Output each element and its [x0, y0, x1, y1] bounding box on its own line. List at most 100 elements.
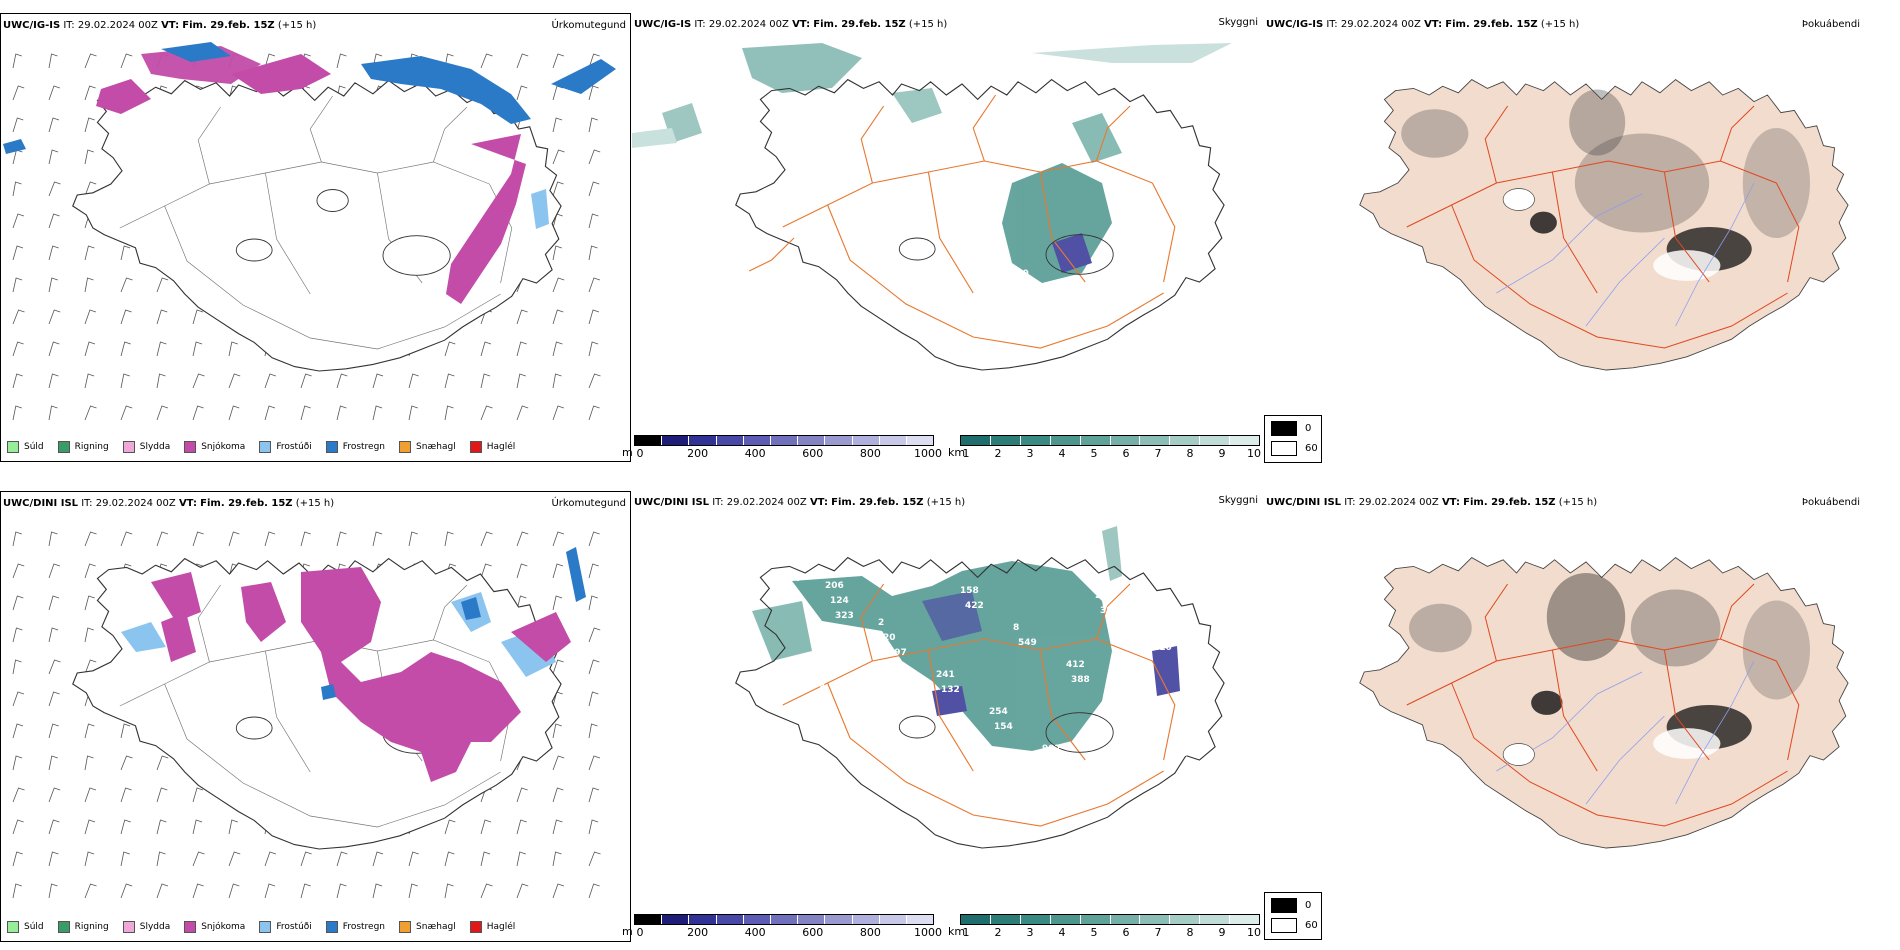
colorbar-swatch [1050, 436, 1081, 445]
wind-barb [516, 595, 527, 611]
wind-barb [156, 819, 167, 835]
wind-barb [588, 405, 600, 421]
colorbar-swatch [1110, 436, 1141, 445]
model-name: UWC/IG-IS [634, 19, 692, 30]
wind-barb [84, 595, 95, 611]
cloudbase-value: 902 [1042, 744, 1061, 754]
legend-item: Haglél [469, 441, 515, 453]
wind-barb [48, 181, 61, 197]
wind-barb [372, 851, 384, 867]
wind-barb [84, 851, 95, 867]
legend-label: Slydda [139, 922, 171, 932]
wind-barb [12, 85, 25, 101]
colorbar-tick: 6 [1122, 447, 1130, 460]
wind-barb [12, 819, 24, 835]
cloudbase-colorbar: 0 200 400 600 800 1000 m [622, 914, 942, 939]
wind-barb [156, 309, 168, 325]
colorbar-swatch [743, 436, 771, 445]
wind-barb [12, 181, 22, 197]
legend-swatch [259, 921, 272, 933]
visibility-fields [752, 526, 1180, 751]
wind-barb [552, 117, 563, 133]
wind-barb [48, 819, 60, 835]
wind-barb [12, 531, 22, 547]
valid-time-label: VT: [792, 19, 811, 30]
cloudbase-value: 269 [1047, 759, 1066, 769]
legend-item: Slydda [122, 441, 170, 453]
wind-barb [444, 819, 456, 835]
colorbar-tick: 800 [859, 447, 881, 460]
valid-time: Fim. 29.feb. 15Z [200, 498, 293, 509]
wind-barb [516, 373, 526, 389]
valid-time: Fim. 29.feb. 15Z [813, 19, 906, 30]
panel-title: Skyggni [1218, 495, 1258, 506]
wind-barb [48, 277, 58, 293]
wind-barb [48, 117, 60, 133]
colorbar-tick: 7 [1154, 926, 1162, 939]
wind-barb [156, 341, 167, 357]
fog-map [1359, 79, 1849, 371]
wind-barb [84, 787, 97, 803]
valid-time-label: VT: [161, 20, 180, 31]
wind-barb [516, 563, 528, 579]
legend-item: Slydda [122, 921, 171, 933]
wind-barb [480, 563, 492, 579]
precip-type-map [3, 42, 616, 421]
wind-barb [84, 149, 94, 165]
legend-label: Súld [24, 442, 44, 452]
legend-label: Frostregn [342, 922, 386, 932]
legend-swatch [122, 441, 135, 453]
colorbar-tick: 2 [994, 926, 1002, 939]
cloudbase-value: 190 [907, 739, 926, 749]
wind-barb [84, 341, 96, 357]
wind-barb [48, 531, 58, 547]
colorbar-swatch [961, 436, 991, 445]
colorbar-tick: 800 [859, 926, 881, 939]
wind-barb [12, 787, 25, 803]
colorbar-swatch [770, 915, 799, 924]
wind-barb [12, 659, 22, 675]
legend-swatch [325, 441, 338, 453]
wind-barb [552, 85, 564, 101]
cloudbase-value: 20 [883, 633, 896, 643]
wind-barb [192, 787, 204, 803]
legend-label: Rigning [74, 442, 109, 452]
precip-legend: Súld Rigning Slydda Snjókoma Frostúði Frostre… [1, 921, 630, 933]
cloudbase-value: 11 [1172, 734, 1185, 744]
colorbar-swatch [716, 915, 744, 924]
wind-barb [12, 723, 24, 739]
wind-barb [120, 755, 133, 771]
colorbar-swatch [1020, 915, 1051, 924]
wind-barb [588, 819, 599, 835]
fog-map [1359, 557, 1849, 849]
wind-barb [516, 53, 529, 69]
visibility-fields [632, 43, 1232, 283]
cloudbase-value: 230 [1122, 158, 1141, 168]
wind-barb [228, 819, 238, 835]
wind-barb [588, 117, 598, 133]
road-network [782, 583, 1176, 827]
panel-header: UWC/IG-IS IT: 29.02.2024 00Z VT: Fim. 29… [634, 19, 947, 30]
cloudbase-value: 412 [1066, 660, 1085, 670]
colorbar-swatch [1170, 915, 1201, 924]
wind-barb [84, 819, 96, 835]
wind-barb [84, 85, 96, 101]
wind-barb [192, 373, 205, 389]
wind-barb [516, 405, 529, 421]
visibility-map: 227 169 23 14 230 37 106 150 28 28 [632, 43, 1232, 371]
colorbar-tick: 1 [962, 447, 970, 460]
wind-barb [12, 851, 23, 867]
panel-header: UWC/IG-IS IT: 29.02.2024 00Z VT: Fim. 29… [3, 20, 316, 31]
wind-barb [588, 595, 598, 611]
lead-time: (+15 h) [926, 497, 966, 508]
wind-barb [228, 405, 240, 421]
panel-title: Þokuábendi [1801, 497, 1860, 508]
colorbar-swatch [906, 436, 934, 445]
panel-header: UWC/DINI ISL IT: 29.02.2024 00Z VT: Fim.… [634, 497, 965, 508]
wind-barb [120, 309, 132, 325]
colorbar-swatch [990, 915, 1021, 924]
valid-time: Fim. 29.feb. 15Z [1445, 19, 1538, 30]
wind-barb [336, 53, 347, 69]
wind-barb [516, 787, 528, 803]
colorbar-swatch [1110, 915, 1141, 924]
